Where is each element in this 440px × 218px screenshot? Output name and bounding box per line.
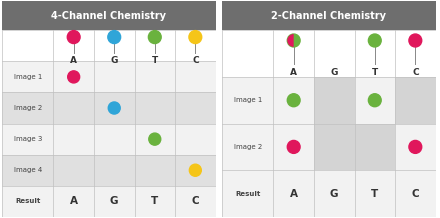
Text: A: A (70, 56, 77, 65)
Bar (222, 30, 436, 77)
Text: T: T (371, 189, 378, 199)
Bar (2, 124, 216, 155)
Text: G: G (110, 56, 118, 65)
Circle shape (287, 34, 300, 47)
Text: C: C (411, 189, 419, 199)
Text: G: G (330, 189, 338, 199)
Bar (222, 77, 436, 124)
Circle shape (287, 140, 300, 153)
Text: C: C (192, 56, 198, 65)
Bar (2, 155, 216, 186)
Circle shape (189, 31, 202, 44)
Circle shape (108, 102, 120, 114)
Text: Result: Result (235, 191, 260, 197)
Circle shape (409, 140, 422, 153)
Text: T: T (151, 196, 158, 206)
Bar (355, 124, 395, 170)
Text: Image 3: Image 3 (14, 136, 42, 142)
Text: A: A (70, 196, 78, 206)
Text: Result: Result (15, 198, 40, 204)
Bar (2, 92, 216, 124)
Bar (222, 170, 436, 217)
Circle shape (149, 133, 161, 145)
Bar (2, 61, 216, 92)
Bar (222, 124, 436, 170)
Text: A: A (290, 68, 297, 77)
Text: 4-Channel Chemistry: 4-Channel Chemistry (51, 11, 166, 21)
Text: Image 1: Image 1 (234, 97, 262, 103)
Circle shape (287, 94, 300, 107)
Text: Image 2: Image 2 (14, 105, 42, 111)
Text: 2-Channel Chemistry: 2-Channel Chemistry (271, 11, 386, 21)
Bar (395, 77, 436, 124)
Circle shape (67, 31, 80, 44)
Text: C: C (412, 68, 418, 77)
Bar (314, 77, 355, 124)
Text: G: G (330, 68, 338, 77)
Circle shape (368, 34, 381, 47)
Circle shape (68, 71, 80, 83)
Text: G: G (110, 196, 118, 206)
Text: T: T (152, 56, 158, 65)
Bar (314, 124, 355, 170)
Text: Image 2: Image 2 (234, 144, 262, 150)
Bar (222, 1, 436, 30)
Text: T: T (372, 68, 378, 77)
Wedge shape (287, 34, 293, 47)
Circle shape (108, 31, 121, 44)
Text: A: A (290, 189, 298, 199)
Text: Image 1: Image 1 (14, 74, 42, 80)
Bar (2, 30, 216, 61)
Bar (2, 186, 216, 217)
Circle shape (189, 164, 202, 176)
Circle shape (368, 94, 381, 107)
Text: C: C (191, 196, 199, 206)
Circle shape (148, 31, 161, 44)
Text: Image 4: Image 4 (14, 167, 42, 173)
Circle shape (409, 34, 422, 47)
Bar (2, 1, 216, 30)
